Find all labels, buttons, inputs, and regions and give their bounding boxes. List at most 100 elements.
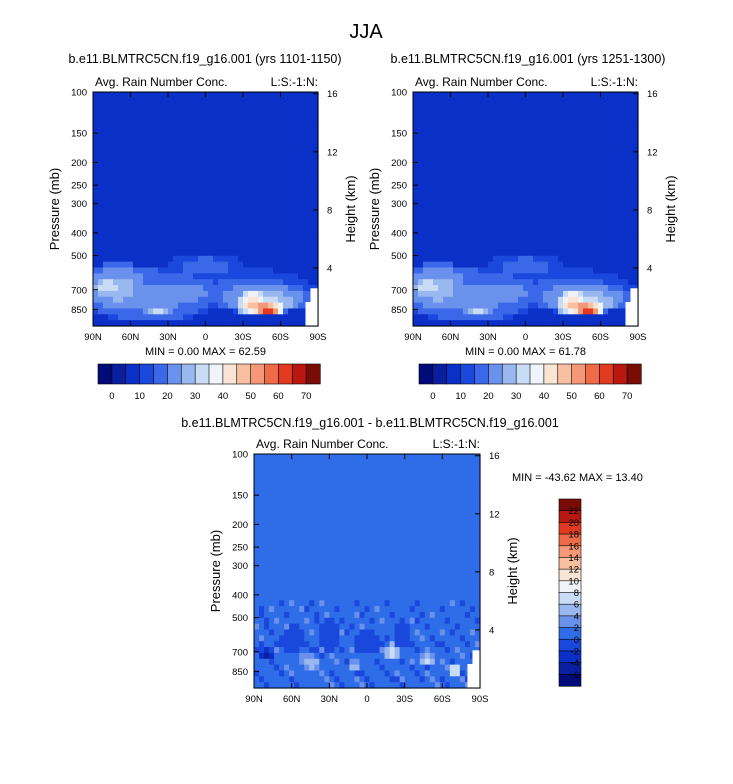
- heatmap-cell: [458, 162, 464, 169]
- heatmap-cell: [493, 290, 499, 298]
- heatmap-cell: [578, 203, 584, 210]
- heatmap-cell: [488, 179, 494, 187]
- heatmap-cell: [138, 121, 144, 128]
- heatmap-cell: [389, 535, 396, 543]
- heatmap-cell: [148, 249, 154, 257]
- heatmap-cell: [523, 255, 529, 263]
- heatmap-cell: [319, 594, 325, 601]
- heatmap-cell: [583, 290, 589, 298]
- heatmap-cell: [399, 512, 406, 519]
- heatmap-cell: [304, 582, 310, 590]
- heatmap-cell: [264, 541, 270, 549]
- heatmap-cell: [423, 92, 429, 99]
- heatmap-cell: [418, 244, 424, 251]
- heatmap-cell: [508, 121, 514, 128]
- heatmap-cell: [334, 541, 340, 549]
- heatmap-cell: [173, 314, 179, 321]
- heatmap-cell: [568, 273, 574, 280]
- heatmap-cell: [334, 670, 340, 677]
- heatmap-cell: [428, 273, 434, 280]
- heatmap-cell: [399, 606, 406, 613]
- heatmap-cell: [374, 483, 381, 490]
- heatmap-cell: [339, 582, 345, 590]
- heatmap-cell: [608, 203, 614, 210]
- heatmap-cell: [374, 647, 381, 654]
- heatmap-cell: [183, 244, 189, 251]
- colorbar-label: 70: [301, 391, 312, 402]
- heatmap-cell: [628, 279, 634, 286]
- heatmap-cell: [259, 670, 265, 677]
- heatmap-cell: [158, 115, 164, 122]
- heatmap-cell: [508, 168, 514, 175]
- heatmap-cell: [133, 249, 139, 257]
- heatmap-cell: [118, 179, 124, 187]
- heatmap-cell: [443, 255, 449, 263]
- heatmap-cell: [418, 132, 424, 140]
- heatmap-cell: [483, 220, 489, 228]
- heatmap-cell: [438, 290, 444, 298]
- heatmap-cell: [493, 168, 499, 175]
- heatmap-cell: [259, 506, 265, 514]
- heatmap-cell: [379, 641, 386, 648]
- heatmap-cell: [488, 121, 494, 128]
- heatmap-cell: [369, 454, 376, 461]
- heatmap-cell: [334, 459, 340, 467]
- heatmap-cell: [473, 220, 479, 228]
- heatmap-cell: [448, 244, 454, 251]
- heatmap-cell: [418, 249, 424, 257]
- heatmap-cell: [334, 553, 340, 560]
- heatmap-cell: [188, 209, 194, 216]
- heatmap-cell: [168, 220, 174, 228]
- heatmap-cell: [178, 132, 184, 140]
- heatmap-cell: [289, 494, 295, 502]
- heatmap-cell: [453, 162, 459, 169]
- heatmap-cell: [123, 162, 129, 169]
- heatmap-cell: [228, 92, 234, 99]
- heatmap-cell: [613, 109, 619, 116]
- heatmap-cell: [543, 285, 549, 292]
- heatmap-cell: [448, 290, 454, 298]
- heatmap-cell: [123, 290, 129, 298]
- heatmap-cell: [613, 267, 619, 274]
- heatmap-cell: [334, 635, 340, 642]
- heatmap-cell: [308, 273, 314, 280]
- heatmap-cell: [543, 314, 549, 321]
- colorbar-swatch: [515, 363, 531, 385]
- heatmap-cell: [198, 249, 204, 257]
- heatmap-cell: [254, 652, 260, 660]
- heatmap-cell: [313, 173, 319, 181]
- heatmap-cell: [433, 203, 439, 210]
- heatmap-cell: [108, 138, 114, 146]
- heatmap-cell: [359, 641, 366, 648]
- heatmap-cell: [528, 115, 534, 122]
- heatmap-cell: [598, 232, 604, 239]
- heatmap-cell: [274, 652, 280, 660]
- heatmap-cell: [258, 132, 264, 140]
- heatmap-cell: [528, 232, 534, 239]
- heatmap-cell: [108, 279, 114, 286]
- heatmap-cell: [273, 132, 279, 140]
- heatmap-cell: [468, 173, 474, 181]
- heatmap-cell: [503, 279, 509, 286]
- heatmap-cell: [198, 203, 204, 210]
- heatmap-cell: [633, 255, 639, 263]
- heatmap-cell: [273, 285, 279, 292]
- heatmap-cell: [223, 296, 229, 304]
- heatmap-cell: [93, 115, 99, 122]
- heatmap-cell: [603, 179, 609, 187]
- heatmap-cell: [418, 285, 424, 292]
- heatmap-cell: [264, 547, 270, 555]
- heatmap-cell: [309, 611, 315, 619]
- heatmap-cell: [553, 150, 559, 157]
- heatmap-cell: [498, 144, 504, 152]
- heatmap-cell: [303, 232, 309, 239]
- heatmap-cell: [603, 255, 609, 263]
- heatmap-cell: [498, 320, 504, 327]
- heatmap-cell: [463, 320, 469, 327]
- heatmap-cell: [483, 103, 489, 111]
- heatmap-cell: [458, 203, 464, 210]
- heatmap-cell: [283, 226, 289, 233]
- heatmap-cell: [633, 214, 639, 222]
- heatmap-cell: [313, 103, 319, 111]
- heatmap-cell: [508, 232, 514, 239]
